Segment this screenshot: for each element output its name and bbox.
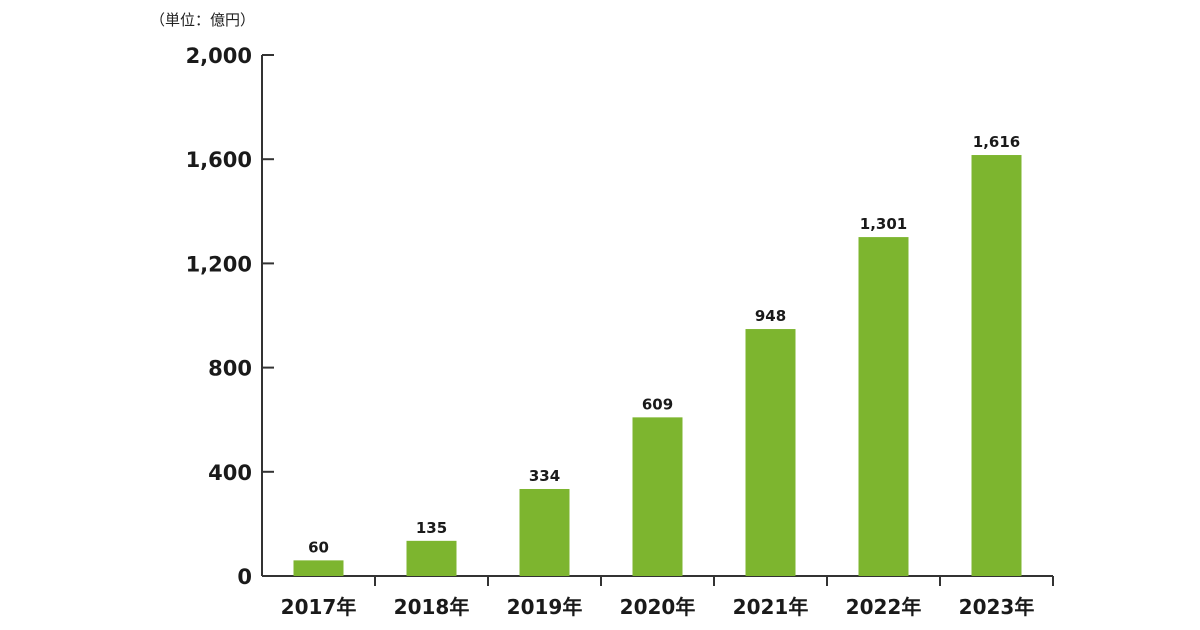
x-tick-label: 2018年 [394, 595, 470, 619]
x-tick-label: 2023年 [959, 595, 1035, 619]
x-tick-label: 2017年 [281, 595, 357, 619]
x-tick-label: 2020年 [620, 595, 696, 619]
y-tick-label: 1,600 [186, 148, 252, 172]
x-tick-label: 2019年 [507, 595, 583, 619]
bar [745, 329, 796, 576]
x-tick-label: 2021年 [733, 595, 809, 619]
data-label: 1,301 [860, 215, 907, 233]
x-axis-ticks: 2017年 2018年 2019年 2020年 2021年 2022年 2023年 [281, 576, 1054, 619]
bar [519, 488, 570, 576]
x-tick-label: 2022年 [846, 595, 922, 619]
unit-label: （単位：億円） [150, 11, 255, 29]
y-tick-label: 400 [208, 461, 252, 485]
data-label: 948 [755, 307, 786, 325]
data-label: 135 [416, 519, 447, 537]
data-label: 1,616 [973, 133, 1020, 151]
data-label: 334 [529, 467, 560, 485]
y-tick-label: 1,200 [186, 252, 252, 276]
bars: 60 135 334 609 948 1,301 1,616 [293, 133, 1022, 577]
y-tick-label: 0 [237, 565, 252, 589]
data-label: 609 [642, 395, 673, 413]
bar [293, 560, 344, 576]
y-tick-label: 800 [208, 357, 252, 381]
bar [632, 417, 683, 576]
data-label: 60 [308, 538, 329, 556]
bar [858, 237, 909, 577]
bar [971, 155, 1022, 577]
y-axis-ticks: 0 400 800 1,200 1,600 2,000 [186, 44, 274, 589]
bar [406, 540, 457, 576]
y-tick-label: 2,000 [186, 44, 252, 68]
